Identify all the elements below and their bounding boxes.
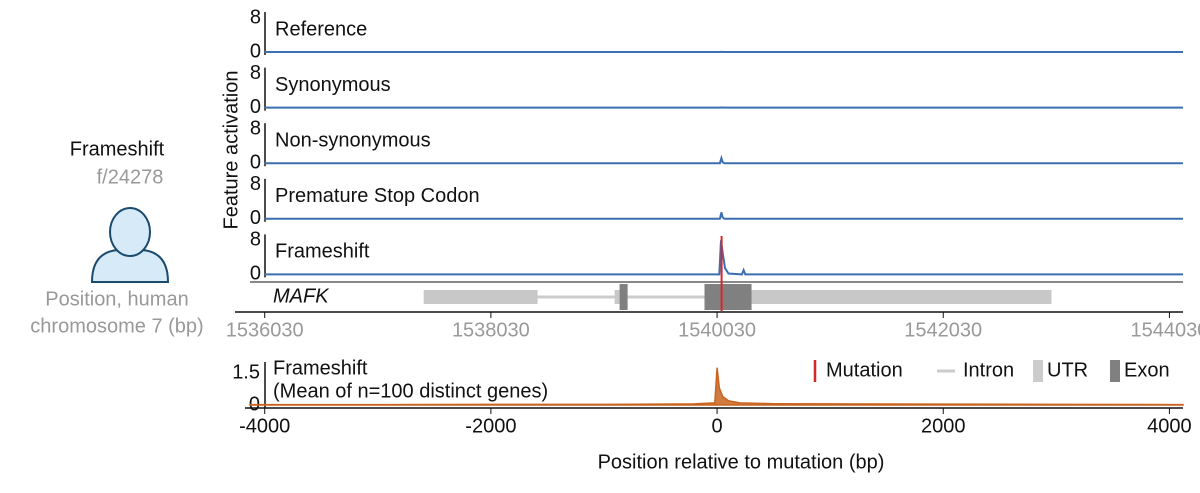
feature-id: f/24278 (97, 166, 164, 188)
x-tick-label: 1540030 (678, 319, 756, 341)
legend-swatch (1110, 360, 1120, 382)
utr (614, 290, 620, 304)
x-tick-label: 4000 (1147, 415, 1192, 437)
y-tick-label: 8 (250, 117, 261, 139)
track-label: Non-synonymous (275, 129, 431, 151)
y-tick-label: 0 (250, 40, 261, 62)
x-tick-label: 1538030 (452, 319, 530, 341)
y-tick-label: 0 (250, 96, 261, 118)
y-tick-label: 0 (250, 207, 261, 229)
axis-label: Position, human (45, 288, 188, 310)
x-tick-label: -2000 (465, 415, 516, 437)
left-title: Frameshift (70, 138, 165, 160)
x-tick-label: 2000 (921, 415, 966, 437)
track-label: Frameshift (275, 241, 370, 263)
legend-swatch (1033, 360, 1043, 382)
panel-title: (Mean of n=100 distinct genes) (273, 380, 548, 402)
mean-area (249, 367, 1184, 406)
y-tick-label: 8 (250, 229, 261, 251)
legend-label: Exon (1124, 359, 1170, 381)
track-label: Premature Stop Codon (275, 185, 480, 207)
y-tick-label: 8 (250, 173, 261, 195)
track-label: Reference (275, 18, 367, 40)
exon (619, 284, 628, 310)
axis-label: chromosome 7 (bp) (30, 315, 203, 337)
track-line (264, 154, 1183, 165)
gene-name: MAFK (273, 285, 330, 307)
y-tick-label: 8 (250, 62, 261, 84)
y-tick-label: 8 (250, 6, 261, 28)
person-icon (90, 207, 170, 283)
legend-label: Mutation (826, 359, 903, 381)
y-tick-label: 1.5 (232, 361, 260, 383)
utr (751, 290, 1052, 304)
x-axis-label: Position relative to mutation (bp) (598, 451, 885, 473)
x-tick-label: -4000 (239, 415, 290, 437)
y-axis-label: Feature activation (220, 71, 242, 230)
utr (423, 290, 538, 304)
track-line (264, 212, 1183, 220)
panel-title: Frameshift (273, 357, 368, 379)
x-tick-label: 0 (712, 415, 723, 437)
y-tick-label: 0 (250, 151, 261, 173)
x-tick-label: 1542030 (904, 319, 982, 341)
legend-label: UTR (1047, 359, 1088, 381)
x-tick-label: 1544030 (1130, 319, 1200, 341)
exon (704, 284, 752, 310)
y-tick-label: 0 (250, 263, 261, 285)
legend-label: Intron (963, 359, 1014, 381)
track-label: Synonymous (275, 74, 391, 96)
track-line (264, 240, 1183, 276)
x-tick-label: 1536030 (226, 319, 304, 341)
